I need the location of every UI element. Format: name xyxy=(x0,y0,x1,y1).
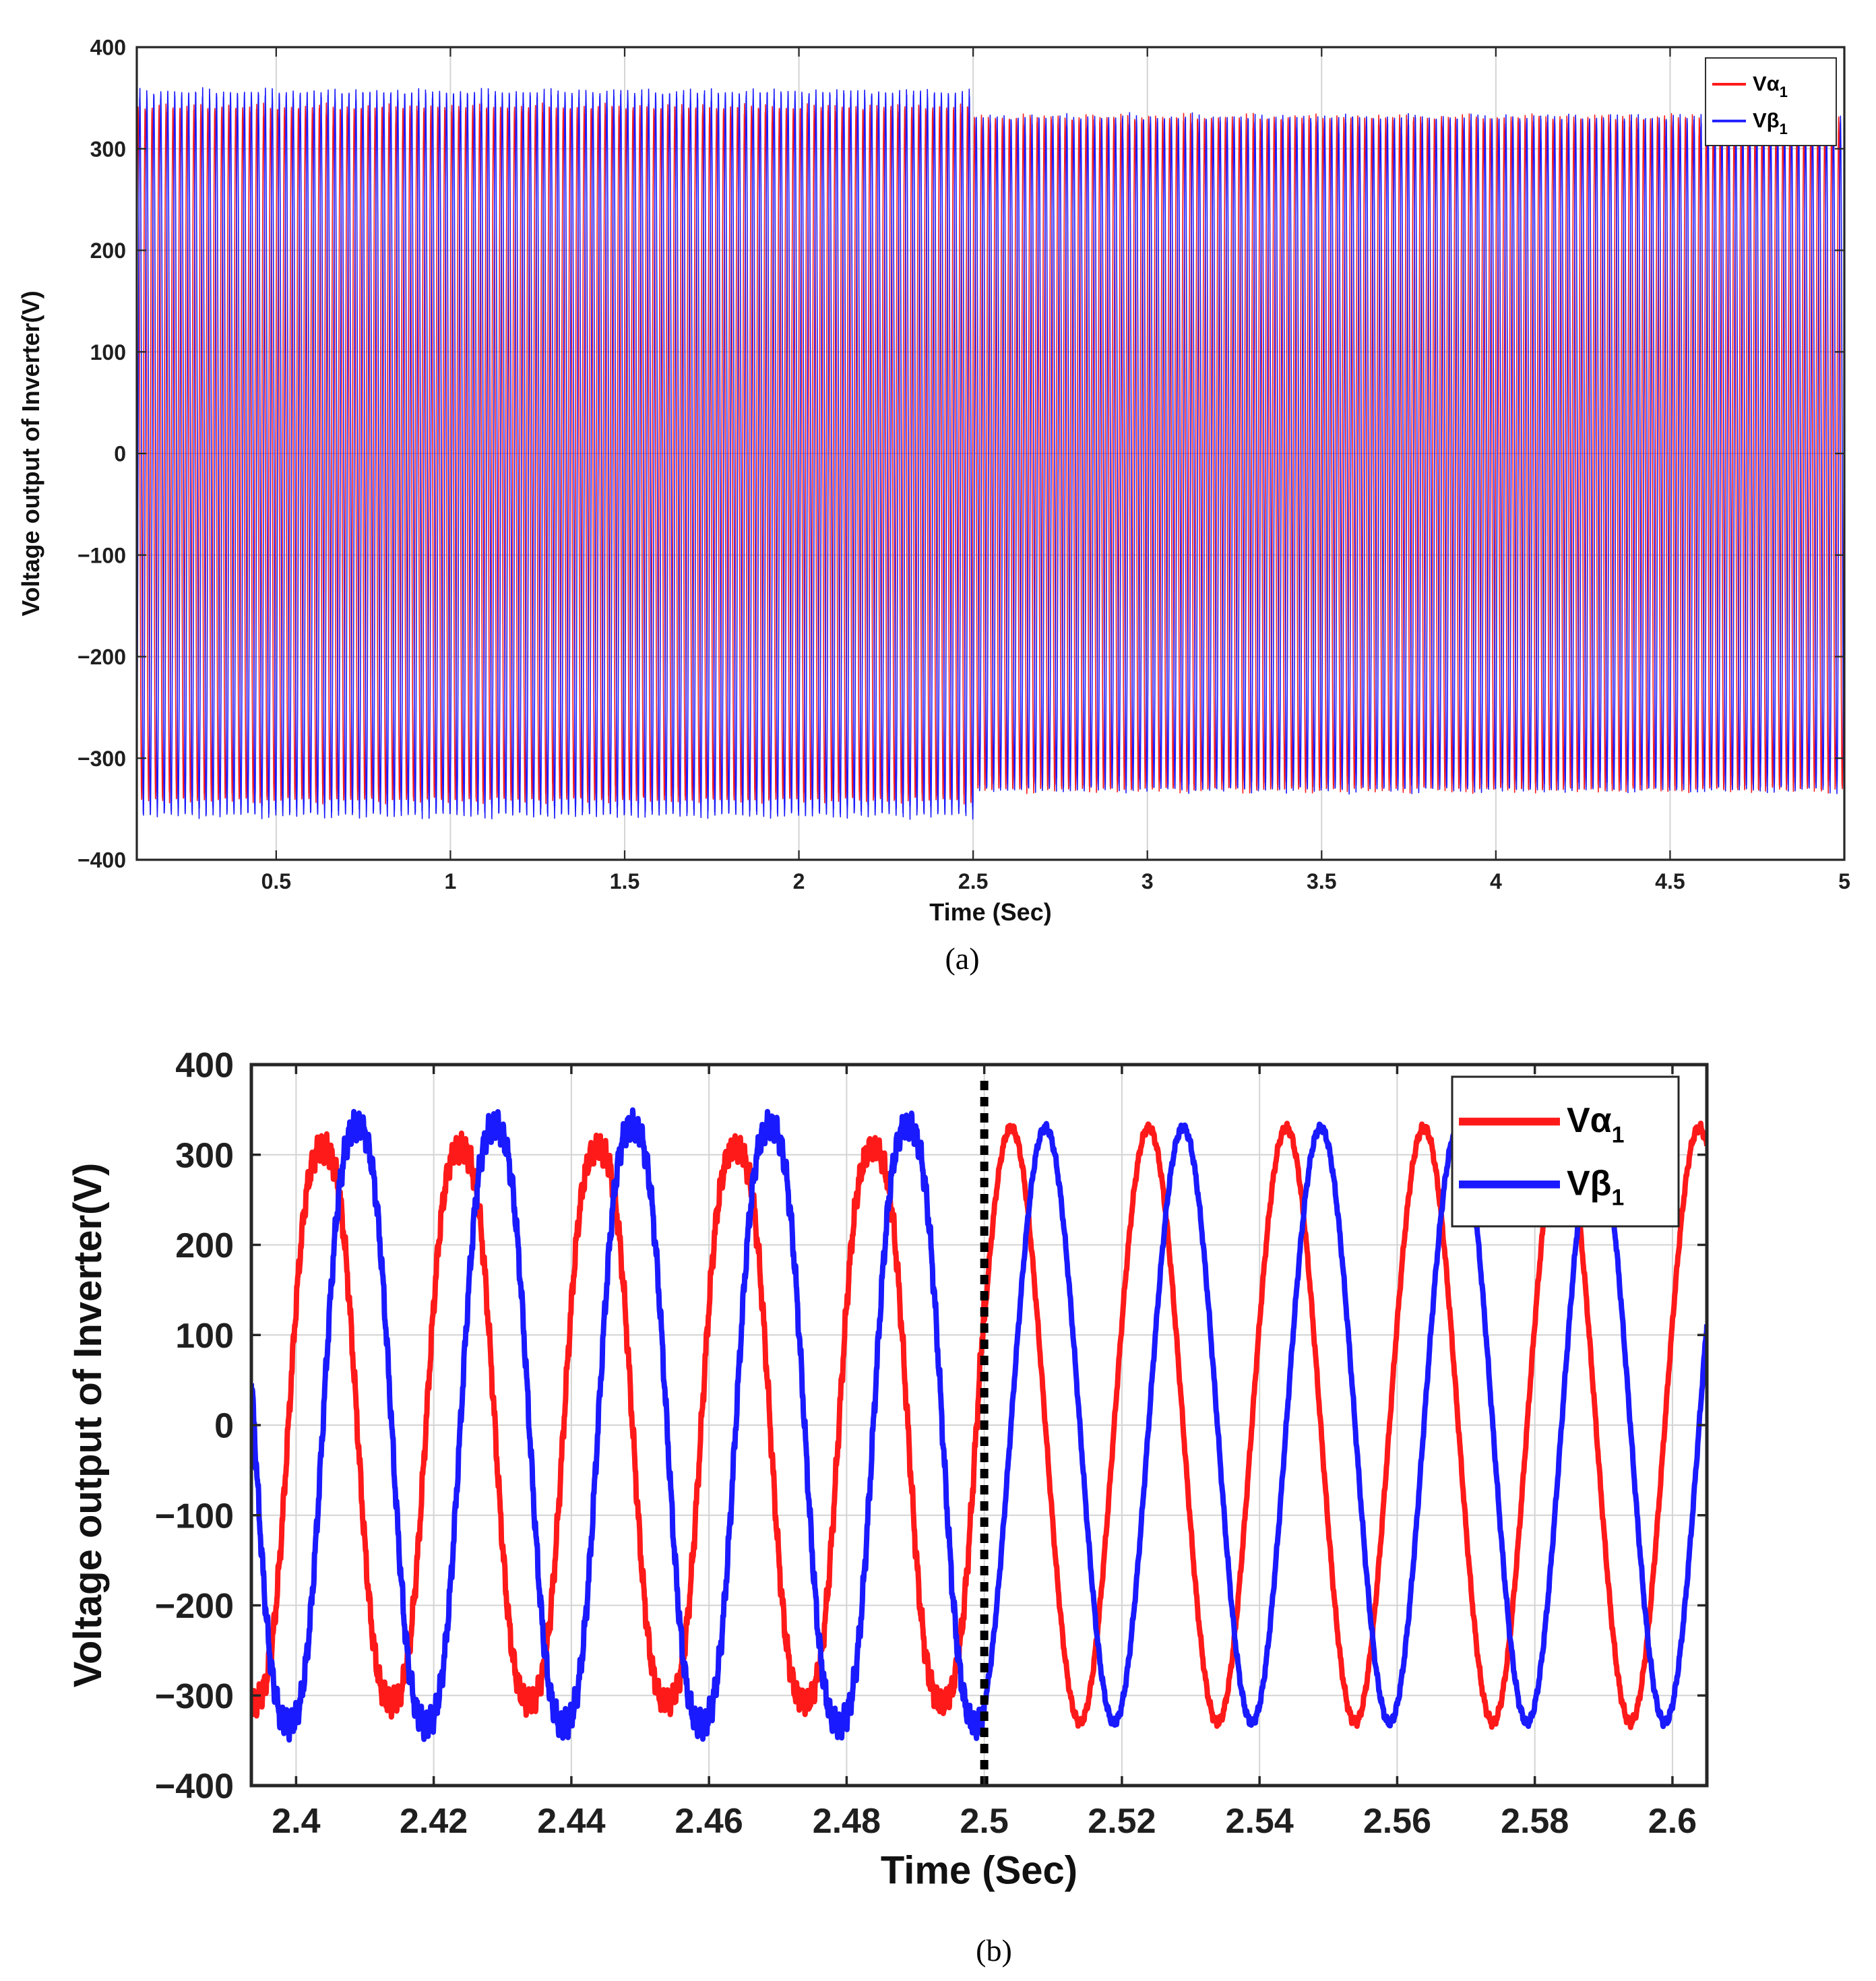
y-tick-label: 100 xyxy=(175,1317,234,1356)
x-tick-label: 2.5 xyxy=(958,869,988,893)
y-tick-label: 100 xyxy=(90,340,126,365)
y-tick-label: 300 xyxy=(90,137,126,161)
legend-label-v-alpha-1: Vα1 xyxy=(1753,71,1788,100)
legend-label-subscript: 1 xyxy=(1780,121,1788,137)
y-tick-label: 0 xyxy=(114,442,126,466)
legend-label-main: Vβ xyxy=(1567,1164,1611,1203)
chart-b: 2.4 2.42 2.44 2.46 2.48 2.5 2.52 2.54 2.56 2.58 2.… xyxy=(66,1046,1709,1968)
legend-label-v-beta-1: Vβ1 xyxy=(1753,108,1788,137)
y-tick-label: −200 xyxy=(77,645,126,669)
chart-a: 0.5 1 1.5 2 2.5 3 3.5 4 4.5 5 −400 −300 −200 −100 0 100… xyxy=(17,36,1850,976)
x-tick-label: 0.5 xyxy=(261,869,291,893)
y-tick-label: 200 xyxy=(90,239,126,263)
x-tick-label: 2.52 xyxy=(1088,1802,1156,1841)
x-tick-label: 5 xyxy=(1838,869,1850,893)
y-tick-label: −300 xyxy=(155,1677,234,1716)
x-tick-label: 1 xyxy=(445,869,457,893)
y-tick-label: 0 xyxy=(214,1407,234,1446)
y-tick-label: −400 xyxy=(155,1767,234,1806)
x-tick-label: 2.42 xyxy=(400,1802,468,1841)
x-tick-label: 2.58 xyxy=(1501,1802,1569,1841)
y-axis-label: Voltage output of Inverter(V) xyxy=(66,1163,110,1688)
y-tick-label: 200 xyxy=(175,1226,234,1265)
x-tick-label: 2.6 xyxy=(1648,1802,1697,1841)
x-tick-label: 2.56 xyxy=(1363,1802,1431,1841)
x-tick-label: 4 xyxy=(1490,869,1502,893)
legend-label-main: Vβ xyxy=(1753,108,1780,132)
x-tick-label: 1.5 xyxy=(610,869,639,893)
x-tick-label: 2.48 xyxy=(813,1802,881,1841)
y-tick-label: −100 xyxy=(77,543,126,567)
x-tick-label: 3 xyxy=(1142,869,1154,893)
x-tick-label: 2.5 xyxy=(960,1802,1009,1841)
x-tick-label: 4.5 xyxy=(1655,869,1685,893)
y-tick-label: −100 xyxy=(155,1497,234,1536)
legend-label-main: Vα xyxy=(1567,1101,1612,1140)
y-tick-label: 400 xyxy=(90,36,126,60)
y-axis-label: Voltage output of Inverter(V) xyxy=(17,290,44,616)
legend-label-subscript: 1 xyxy=(1611,1185,1624,1211)
legend-box xyxy=(1705,57,1837,146)
series-v-beta-1-line xyxy=(137,87,1844,820)
series-group xyxy=(137,87,1844,820)
legend-label-subscript: 1 xyxy=(1612,1123,1625,1148)
y-tick-label: 300 xyxy=(175,1136,234,1175)
series-v-alpha-1-line xyxy=(251,1121,1707,1730)
x-tick-label: 2.46 xyxy=(675,1802,743,1841)
legend-label-main: Vα xyxy=(1753,71,1780,95)
x-axis-label: Time (Sec) xyxy=(929,898,1051,926)
x-tick-label: 2.4 xyxy=(272,1802,320,1841)
legend-box xyxy=(1451,1075,1680,1228)
y-tick-label: 400 xyxy=(175,1046,234,1086)
figure-caption: (b) xyxy=(976,1933,1012,1968)
x-tick-label: 2 xyxy=(793,869,805,893)
figure-caption: (a) xyxy=(945,941,979,976)
x-axis-label: Time (Sec) xyxy=(881,1849,1077,1893)
x-tick-label: 3.5 xyxy=(1307,869,1336,893)
y-tick-label: −400 xyxy=(77,848,126,873)
x-tick-label: 2.54 xyxy=(1226,1802,1294,1841)
y-tick-label: −300 xyxy=(77,747,126,771)
legend-label-subscript: 1 xyxy=(1780,84,1788,100)
legend-label-v-alpha-1: Vα1 xyxy=(1567,1101,1625,1147)
y-tick-label: −200 xyxy=(155,1587,234,1626)
legend-label-v-beta-1: Vβ1 xyxy=(1567,1164,1624,1210)
x-tick-label: 2.44 xyxy=(537,1802,605,1841)
